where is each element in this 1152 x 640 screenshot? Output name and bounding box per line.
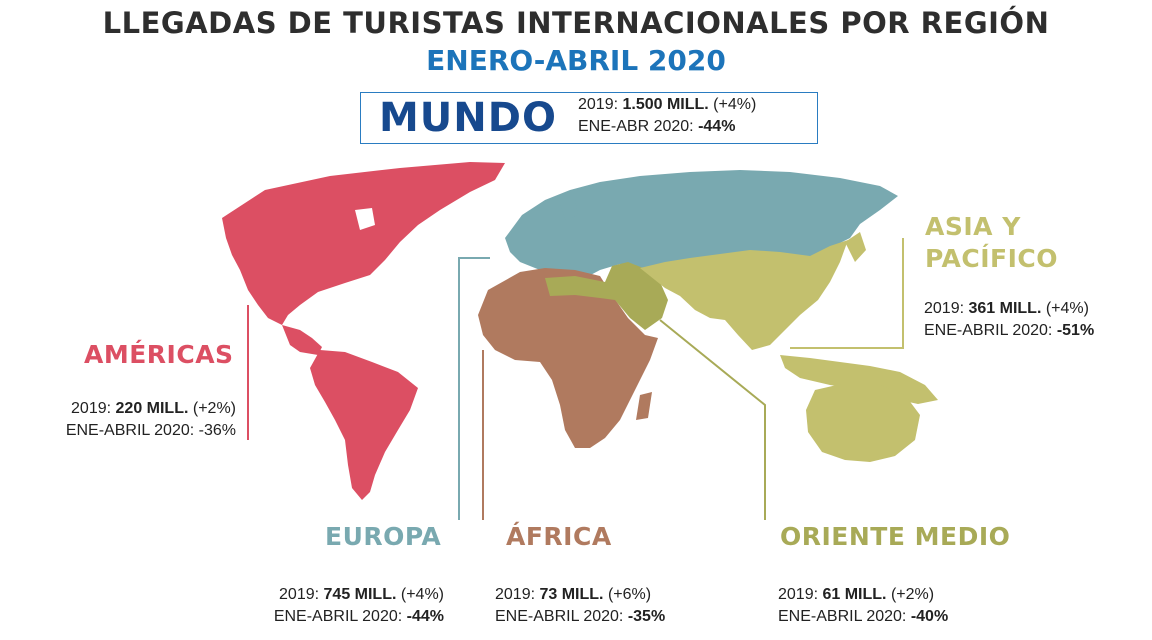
connector-oriente-medio: [659, 319, 766, 520]
region-name-africa: ÁFRICA: [506, 522, 612, 551]
world-summary-box: MUNDO 2019: 1.500 MILL. (+4%) ENE-ABR 20…: [360, 92, 818, 144]
region-name-europa: EUROPA: [325, 522, 442, 551]
connector-asia: [790, 238, 904, 349]
world-2020-stat: ENE-ABR 2020: -44%: [578, 118, 736, 135]
region-oriente-medio-shape: [545, 262, 668, 330]
region-name-asia-line1: ASIA Y: [925, 212, 1021, 241]
region-europa-shape: [505, 170, 898, 280]
region-name-asia-line2: PACÍFICO: [925, 244, 1059, 273]
page-title: LLEGADAS DE TURISTAS INTERNACIONALES POR…: [102, 6, 1050, 40]
region-name-americas: AMÉRICAS: [84, 340, 234, 369]
region-asia-shape: [640, 232, 938, 462]
region-stats-americas: 2019: 220 MILL. (+2%) ENE-ABRIL 2020: -3…: [65, 400, 236, 439]
region-name-oriente-medio: ORIENTE MEDIO: [780, 522, 1011, 551]
region-americas-shape: [222, 162, 505, 500]
connector-europa: [458, 257, 490, 520]
region-stats-europa: 2019: 745 MILL. (+4%) ENE-ABRIL 2020: -4…: [273, 586, 444, 625]
region-stats-africa: 2019: 73 MILL. (+6%) ENE-ABRIL 2020: -35…: [495, 586, 666, 625]
page-subtitle: ENERO-ABRIL 2020: [426, 44, 726, 77]
region-stats-oriente-medio: 2019: 61 MILL. (+2%) ENE-ABRIL 2020: -40…: [778, 586, 949, 625]
world-2019-stat: 2019: 1.500 MILL. (+4%): [578, 96, 757, 113]
region-africa-shape: [478, 268, 658, 448]
region-stats-asia: 2019: 361 MILL. (+4%) ENE-ABRIL 2020: -5…: [924, 300, 1095, 339]
world-label: MUNDO: [379, 95, 557, 141]
